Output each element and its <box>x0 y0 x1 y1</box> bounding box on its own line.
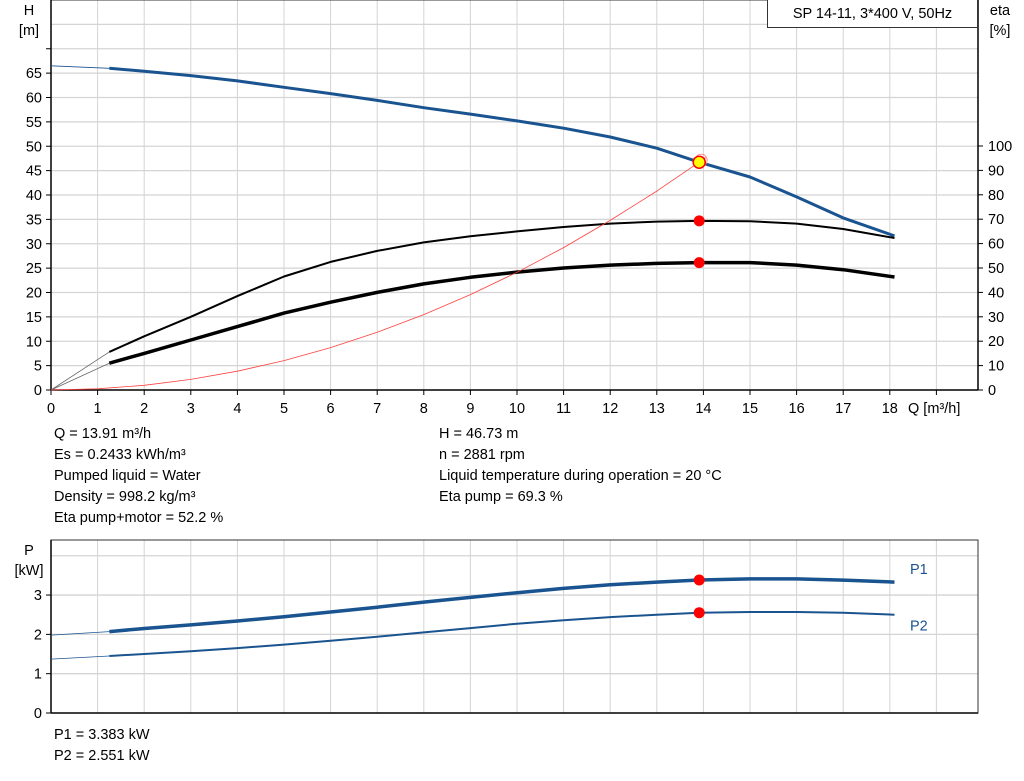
x-tick-label: 16 <box>789 401 805 417</box>
y2-tick-label: 30 <box>988 310 1004 326</box>
power-info: P1 = 3.383 kW P2 = 2.551 kW <box>54 725 150 767</box>
curve-eta_pump-extrapolated <box>50 351 110 391</box>
y-tick-label: 1 <box>34 667 42 683</box>
info-pumped-liquid: Pumped liquid = Water <box>54 468 201 484</box>
y-axis-label: P <box>24 543 34 559</box>
curve-eta_pump <box>108 219 895 353</box>
info-specific-energy: Es = 0.2433 kWh/m³ <box>54 447 186 463</box>
info-left: Q = 13.91 m³/h Es = 0.2433 kWh/m³ Pumped… <box>54 424 223 529</box>
curve-H <box>109 66 895 238</box>
curve-P2-extrapolated <box>50 655 110 660</box>
y2-tick-label: 40 <box>988 285 1004 301</box>
curve-P1 <box>109 577 895 634</box>
curve-eta_pump_motor-extrapolated <box>50 362 110 391</box>
x-tick-label: 12 <box>602 401 618 417</box>
y-tick-label: 35 <box>26 212 42 228</box>
x-tick-label: 13 <box>649 401 665 417</box>
operating-point-head <box>692 155 706 169</box>
series-label-P2: P2 <box>910 619 928 635</box>
y-axis-label: H <box>24 3 34 19</box>
curve-system_curve <box>50 157 706 391</box>
x-tick-label: 5 <box>280 401 288 417</box>
y2-tick-label: 90 <box>988 163 1004 179</box>
x-axis-label: Q [m³/h] <box>908 401 960 417</box>
y2-axis-label: eta <box>990 3 1011 19</box>
x-tick-label: 2 <box>140 401 148 417</box>
info-p1: P1 = 3.383 kW <box>54 727 150 743</box>
y2-tick-label: 0 <box>988 383 996 399</box>
y2-tick-label: 70 <box>988 212 1004 228</box>
x-tick-label: 7 <box>373 401 381 417</box>
y-tick-label: 15 <box>26 310 42 326</box>
operating-point-p1 <box>693 574 705 586</box>
x-tick-label: 9 <box>466 401 474 417</box>
y-tick-label: 55 <box>26 115 42 131</box>
curve-P2 <box>109 611 895 657</box>
y2-axis-label: [%] <box>990 23 1011 39</box>
info-density: Density = 998.2 kg/m³ <box>54 489 196 505</box>
x-tick-label: 10 <box>509 401 525 417</box>
y-tick-label: 10 <box>26 334 42 350</box>
y2-tick-label: 60 <box>988 237 1004 253</box>
curve-eta_pump_motor <box>108 260 895 365</box>
y-tick-label: 60 <box>26 91 42 107</box>
x-tick-label: 15 <box>742 401 758 417</box>
y-tick-label: 3 <box>34 588 42 604</box>
info-eta-pump-motor: Eta pump+motor = 52.2 % <box>54 510 224 526</box>
x-tick-label: 14 <box>695 401 711 417</box>
operating-point-eta-pump-motor <box>693 257 705 269</box>
x-tick-label: 3 <box>187 401 195 417</box>
y-tick-label: 25 <box>26 261 42 277</box>
y-tick-label: 20 <box>26 286 42 302</box>
y-tick-label: 0 <box>34 383 42 399</box>
info-right: H = 46.73 m n = 2881 rpm Liquid temperat… <box>439 424 722 508</box>
x-tick-label: 11 <box>556 401 571 417</box>
y-tick-label: 40 <box>26 188 42 204</box>
y-tick-label: 5 <box>34 359 42 375</box>
y2-tick-label: 20 <box>988 334 1004 350</box>
curve-P1-extrapolated <box>50 631 110 636</box>
y2-tick-label: 80 <box>988 188 1004 204</box>
operating-point-p2 <box>693 607 705 619</box>
info-p2: P2 = 2.551 kW <box>54 748 150 764</box>
x-tick-label: 4 <box>233 401 241 417</box>
y-tick-label: 65 <box>26 66 42 82</box>
chart-title: SP 14-11, 3*400 V, 50Hz <box>767 0 978 28</box>
y-axis-label: [kW] <box>15 563 44 579</box>
x-tick-label: 18 <box>882 401 898 417</box>
y-tick-label: 45 <box>26 164 42 180</box>
x-tick-label: 0 <box>47 401 55 417</box>
info-speed: n = 2881 rpm <box>439 447 525 463</box>
y-tick-label: 50 <box>26 139 42 155</box>
y-tick-label: 0 <box>34 706 42 722</box>
info-head: H = 46.73 m <box>439 426 519 442</box>
curve-H-extrapolated <box>50 65 110 69</box>
y2-tick-label: 100 <box>988 139 1012 155</box>
info-liquid-temperature: Liquid temperature during operation = 20… <box>439 468 722 484</box>
x-tick-label: 8 <box>420 401 428 417</box>
y-tick-label: 2 <box>34 627 42 643</box>
x-tick-label: 1 <box>94 401 102 417</box>
y2-tick-label: 50 <box>988 261 1004 277</box>
info-flow: Q = 13.91 m³/h <box>54 426 152 442</box>
x-tick-label: 17 <box>835 401 851 417</box>
y-tick-label: 30 <box>26 237 42 253</box>
series-label-P1: P1 <box>910 562 928 578</box>
info-eta-pump: Eta pump = 69.3 % <box>439 489 563 505</box>
x-tick-label: 6 <box>327 401 335 417</box>
y2-tick-label: 10 <box>988 359 1004 375</box>
y-axis-label: [m] <box>19 23 39 39</box>
operating-point-eta-pump <box>693 215 705 227</box>
